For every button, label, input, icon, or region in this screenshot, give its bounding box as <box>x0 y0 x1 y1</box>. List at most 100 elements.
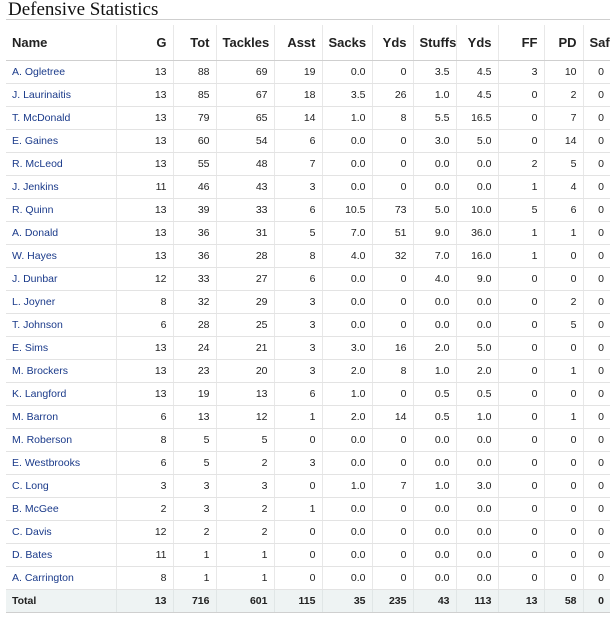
player-name-link[interactable]: K. Langford <box>6 382 117 406</box>
player-name-link[interactable]: M. Brockers <box>6 359 117 383</box>
stat-cell: 1.0 <box>413 359 457 383</box>
stat-cell: 51 <box>372 221 414 245</box>
stat-cell: 3 <box>274 313 323 337</box>
stat-cell: 9.0 <box>456 267 499 291</box>
stat-cell: 0 <box>372 566 414 590</box>
stat-cell: 0 <box>583 106 610 130</box>
stat-cell: 0 <box>583 221 610 245</box>
player-name-link[interactable]: A. Donald <box>6 221 117 245</box>
column-header[interactable]: Asst <box>274 25 323 61</box>
stat-cell: 13 <box>116 244 174 268</box>
stat-cell: 2 <box>544 290 584 314</box>
stat-cell: 0.0 <box>413 313 457 337</box>
table-row: K. Langford 13 19 13 6 1.0 0 0.5 0.5 0 0 0 <box>6 382 610 406</box>
table-row: E. Gaines 13 60 54 6 0.0 0 3.0 5.0 0 14 0 <box>6 129 610 153</box>
column-header[interactable]: PD <box>544 25 584 61</box>
stat-cell: 32 <box>173 290 217 314</box>
stat-cell: 3 <box>173 497 217 521</box>
player-name-link[interactable]: E. Westbrooks <box>6 451 117 475</box>
stat-cell: 13 <box>116 129 174 153</box>
stat-cell: 33 <box>216 198 275 222</box>
player-name-link[interactable]: E. Sims <box>6 336 117 360</box>
column-header[interactable]: Tackles <box>216 25 275 61</box>
stat-cell: 1.0 <box>322 382 373 406</box>
stat-cell: 14 <box>372 405 414 429</box>
total-cell: 35 <box>322 588 373 613</box>
player-name-link[interactable]: W. Hayes <box>6 244 117 268</box>
column-header[interactable]: G <box>116 25 174 61</box>
table-row: J. Dunbar 12 33 27 6 0.0 0 4.0 9.0 0 0 0 <box>6 267 610 291</box>
stat-cell: 2 <box>544 83 584 107</box>
stat-cell: 73 <box>372 198 414 222</box>
column-header[interactable]: Stuffs <box>413 25 457 61</box>
stat-cell: 4.0 <box>413 267 457 291</box>
stat-cell: 1.0 <box>413 474 457 498</box>
player-name-link[interactable]: R. Quinn <box>6 198 117 222</box>
player-name-link[interactable]: A. Carrington <box>6 566 117 590</box>
stat-cell: 1 <box>498 221 545 245</box>
stat-cell: 0.0 <box>322 175 373 199</box>
stat-cell: 0 <box>498 106 545 130</box>
player-name-link[interactable]: T. McDonald <box>6 106 117 130</box>
stat-cell: 16.5 <box>456 106 499 130</box>
player-name-link[interactable]: A. Ogletree <box>6 60 117 84</box>
stat-cell: 3.0 <box>413 129 457 153</box>
stat-cell: 1.0 <box>413 83 457 107</box>
stat-cell: 6 <box>274 198 323 222</box>
player-name-link[interactable]: B. McGee <box>6 497 117 521</box>
player-name-link[interactable]: J. Dunbar <box>6 267 117 291</box>
stat-cell: 0 <box>583 359 610 383</box>
stat-cell: 4 <box>544 175 584 199</box>
stat-cell: 0.0 <box>322 497 373 521</box>
column-header[interactable]: Safety <box>583 25 610 61</box>
column-header[interactable]: Name <box>6 25 117 61</box>
stat-cell: 36.0 <box>456 221 499 245</box>
stat-cell: 2.0 <box>322 359 373 383</box>
stat-cell: 2.0 <box>322 405 373 429</box>
stat-cell: 7 <box>544 106 584 130</box>
stat-cell: 0 <box>583 451 610 475</box>
stat-cell: 0.5 <box>413 405 457 429</box>
player-name-link[interactable]: M. Roberson <box>6 428 117 452</box>
table-row: A. Ogletree 13 88 69 19 0.0 0 3.5 4.5 3 10 0 <box>6 60 610 84</box>
player-name-link[interactable]: T. Johnson <box>6 313 117 337</box>
player-name-link[interactable]: D. Bates <box>6 543 117 567</box>
stat-cell: 32 <box>372 244 414 268</box>
stat-cell: 1.0 <box>456 405 499 429</box>
player-name-link[interactable]: C. Davis <box>6 520 117 544</box>
stat-cell: 13 <box>116 83 174 107</box>
player-name-link[interactable]: E. Gaines <box>6 129 117 153</box>
table-row: R. Quinn 13 39 33 6 10.5 73 5.0 10.0 5 6 0 <box>6 198 610 222</box>
total-cell: 43 <box>413 588 457 613</box>
stat-cell: 0 <box>544 474 584 498</box>
stat-cell: 5 <box>274 221 323 245</box>
player-name-link[interactable]: L. Joyner <box>6 290 117 314</box>
column-header[interactable]: Sacks <box>322 25 373 61</box>
table-row: E. Sims 13 24 21 3 3.0 16 2.0 5.0 0 0 0 <box>6 336 610 360</box>
stat-cell: 3 <box>274 336 323 360</box>
stat-cell: 0 <box>498 336 545 360</box>
table-row: J. Laurinaitis 13 85 67 18 3.5 26 1.0 4.5 0 2 0 <box>6 83 610 107</box>
player-name-link[interactable]: C. Long <box>6 474 117 498</box>
stat-cell: 25 <box>216 313 275 337</box>
column-header[interactable]: Tot <box>173 25 217 61</box>
stat-cell: 4.5 <box>456 83 499 107</box>
stat-cell: 79 <box>173 106 217 130</box>
stat-cell: 2 <box>216 451 275 475</box>
player-name-link[interactable]: J. Jenkins <box>6 175 117 199</box>
column-header[interactable]: Yds <box>372 25 414 61</box>
player-name-link[interactable]: M. Barron <box>6 405 117 429</box>
stat-cell: 8 <box>372 106 414 130</box>
column-header[interactable]: FF <box>498 25 545 61</box>
player-name-link[interactable]: J. Laurinaitis <box>6 83 117 107</box>
stat-cell: 0 <box>498 451 545 475</box>
stat-cell: 1 <box>544 359 584 383</box>
column-header[interactable]: Yds <box>456 25 499 61</box>
stat-cell: 0 <box>583 152 610 176</box>
stat-cell: 28 <box>173 313 217 337</box>
stat-cell: 0 <box>372 152 414 176</box>
player-name-link[interactable]: R. McLeod <box>6 152 117 176</box>
table-row: M. Roberson 8 5 5 0 0.0 0 0.0 0.0 0 0 0 <box>6 428 610 452</box>
stat-cell: 5 <box>498 198 545 222</box>
stat-cell: 0.0 <box>456 497 499 521</box>
